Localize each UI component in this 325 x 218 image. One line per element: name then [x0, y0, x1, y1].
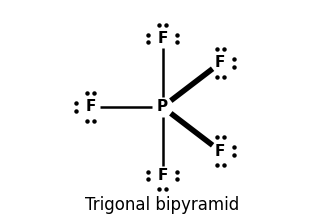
Text: F: F [215, 55, 226, 70]
Text: P: P [157, 99, 168, 114]
Text: F: F [85, 99, 96, 114]
Text: F: F [215, 144, 226, 158]
Text: F: F [157, 31, 168, 46]
Text: Trigonal bipyramid: Trigonal bipyramid [85, 196, 240, 214]
Text: F: F [157, 168, 168, 183]
